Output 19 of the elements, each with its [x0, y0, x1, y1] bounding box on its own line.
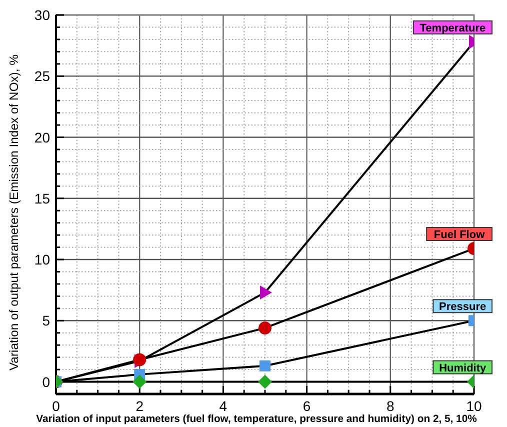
series-label: Pressure — [439, 301, 486, 314]
series-label: Fuel Flow — [434, 229, 486, 242]
x-tick-label: 6 — [302, 398, 311, 414]
y-tick-label: 25 — [34, 68, 50, 84]
x-tick-label: 0 — [52, 398, 60, 414]
x-tick-label: 4 — [219, 398, 228, 414]
y-tick-label: 30 — [34, 7, 50, 23]
y-axis-title: Variation of output parameters (Emission Index of NOx), % — [7, 54, 21, 371]
y-tick-label: 15 — [34, 190, 50, 206]
y-tick-label: 5 — [42, 312, 50, 329]
y-tick-label: 20 — [34, 129, 50, 146]
series-label: Humidity — [439, 362, 488, 374]
y-tick-label: 10 — [34, 252, 50, 268]
x-axis-title: Variation of input parameters (fuel flow, temperature, pressure and humidity) on 2, 5, 10% — [36, 414, 477, 425]
x-tick-label: 10 — [466, 398, 482, 414]
series-label: Temperature — [420, 22, 486, 34]
x-tick-label: 2 — [136, 398, 144, 414]
y-tick-label: 0 — [42, 374, 50, 390]
x-tick-label: 8 — [386, 398, 394, 414]
